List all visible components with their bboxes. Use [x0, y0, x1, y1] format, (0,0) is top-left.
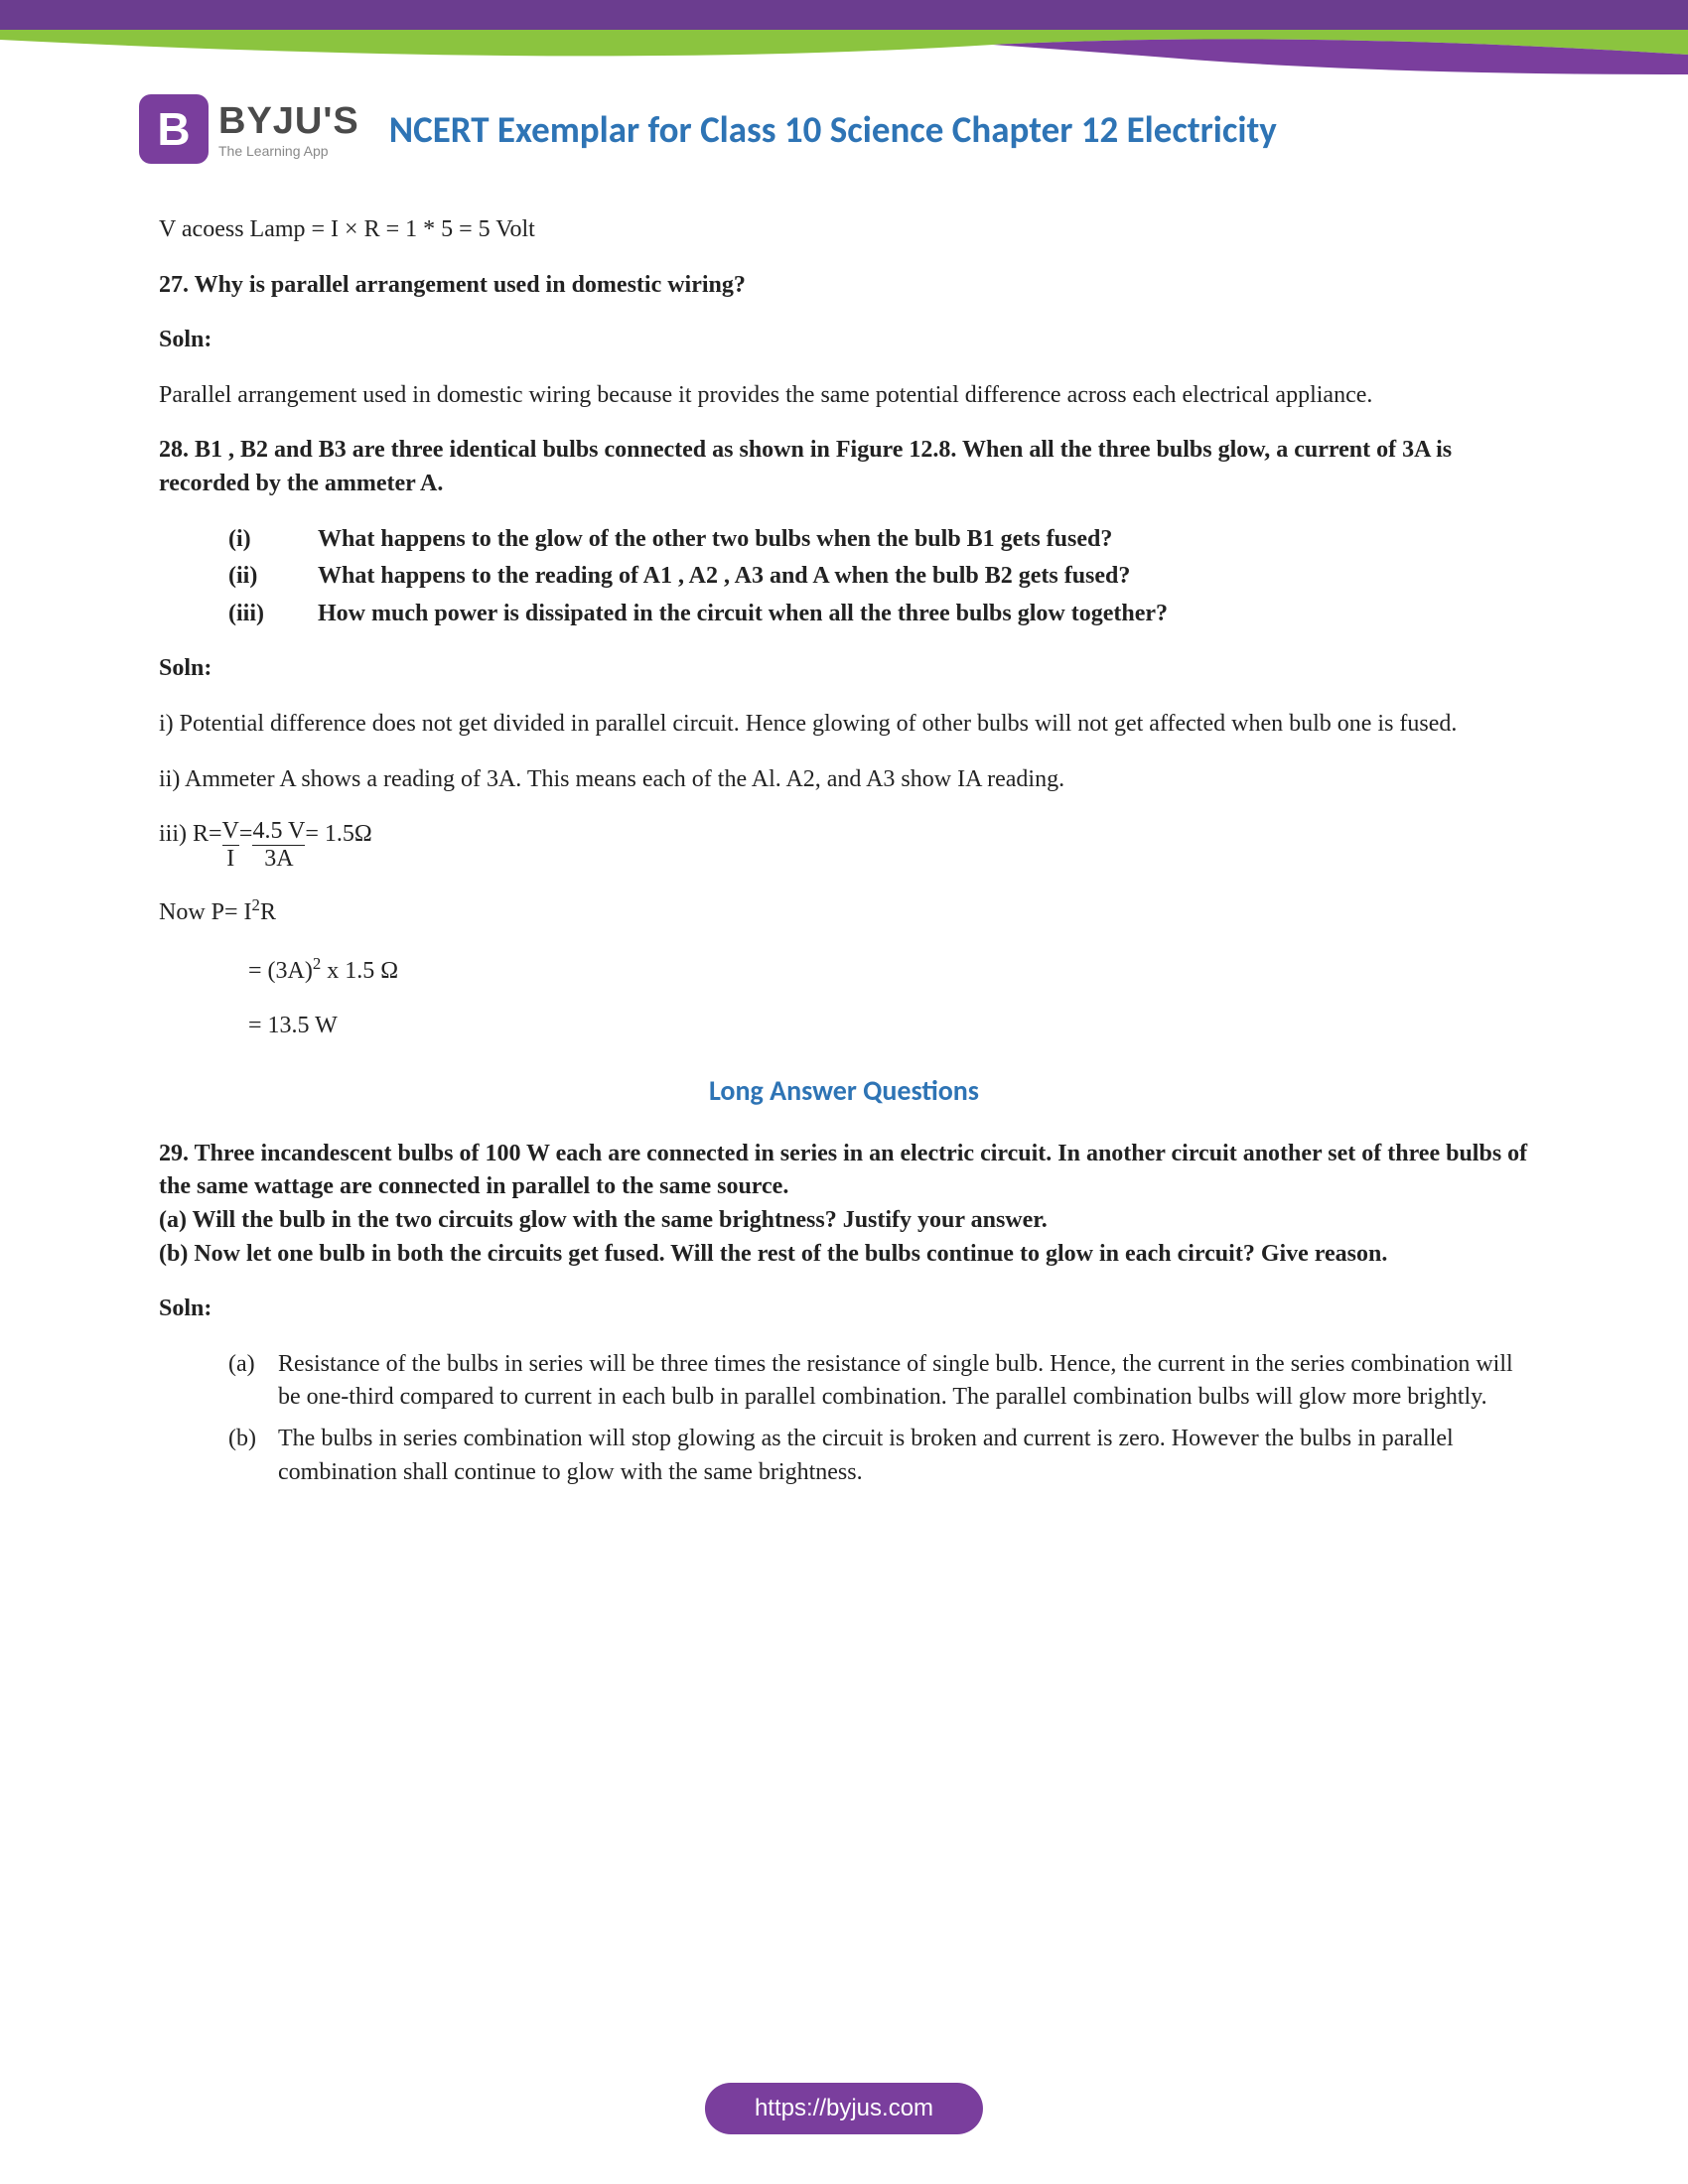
- power-eq-2: = (3A)2 x 1.5 Ω: [159, 952, 1529, 989]
- content: V acoess Lamp = I × R = 1 * 5 = 5 Volt 2…: [0, 174, 1688, 1489]
- p-label: Now P= I: [159, 899, 252, 925]
- q28-ii-num: (ii): [228, 560, 318, 594]
- p2b: 2: [313, 954, 321, 973]
- soln-label-29: Soln:: [159, 1293, 1529, 1326]
- p-sup: 2: [252, 895, 260, 914]
- answer-27: Parallel arrangement used in domestic wi…: [159, 379, 1529, 413]
- frac-bot-2: 3A: [264, 846, 293, 872]
- logo: B BYJU'S The Learning App: [139, 94, 359, 164]
- answer-28-i: i) Potential difference does not get div…: [159, 708, 1529, 742]
- question-29: 29. Three incandescent bulbs of 100 W ea…: [159, 1138, 1529, 1271]
- top-purple-bar: [0, 0, 1688, 30]
- wave-decoration: [0, 30, 1688, 74]
- eq-mid-1: =: [239, 818, 253, 852]
- p2a: = (3A): [248, 958, 313, 984]
- q28-ii-text: What happens to the reading of A1 , A2 ,…: [318, 560, 1130, 594]
- logo-sub: The Learning App: [218, 143, 359, 159]
- question-27: 27. Why is parallel arrangement used in …: [159, 269, 1529, 303]
- frac-top-1: V: [222, 818, 239, 845]
- eq-tail: = 1.5Ω: [305, 818, 371, 852]
- soln-label-28: Soln:: [159, 652, 1529, 686]
- answer-28-iii-eq: iii) R= V I = 4.5 V 3A = 1.5Ω: [159, 818, 1529, 872]
- a29-b-num: (b): [228, 1423, 278, 1489]
- q28-i-text: What happens to the glow of the other tw…: [318, 523, 1112, 557]
- frac-bot-1: I: [226, 846, 234, 872]
- header: B BYJU'S The Learning App NCERT Exemplar…: [0, 74, 1688, 174]
- eq-prefix: iii) R=: [159, 818, 222, 852]
- answer-29: (a) Resistance of the bulbs in series wi…: [159, 1348, 1529, 1489]
- soln-label: Soln:: [159, 324, 1529, 357]
- page-title: NCERT Exemplar for Class 10 Science Chap…: [389, 107, 1277, 152]
- equation-line: V acoess Lamp = I × R = 1 * 5 = 5 Volt: [159, 213, 1529, 247]
- a29-b-text: The bulbs in series combination will sto…: [278, 1423, 1529, 1489]
- section-heading: Long Answer Questions: [159, 1071, 1529, 1110]
- footer-url[interactable]: https://byjus.com: [705, 2083, 983, 2134]
- q28-i-num: (i): [228, 523, 318, 557]
- power-eq-1: Now P= I2R: [159, 893, 1529, 930]
- a29-a-num: (a): [228, 1348, 278, 1415]
- logo-text: BYJU'S The Learning App: [218, 100, 359, 159]
- question-28-intro: 28. B1 , B2 and B3 are three identical b…: [159, 434, 1529, 500]
- p-tail: R: [260, 899, 276, 925]
- question-28-parts: (i) What happens to the glow of the othe…: [159, 523, 1529, 631]
- power-eq-3: = 13.5 W: [159, 1010, 1529, 1043]
- frac-top-2: 4.5 V: [252, 818, 305, 845]
- q28-iii-num: (iii): [228, 598, 318, 631]
- logo-main: BYJU'S: [218, 100, 359, 143]
- q28-iii-text: How much power is dissipated in the circ…: [318, 598, 1168, 631]
- answer-28-ii: ii) Ammeter A shows a reading of 3A. Thi…: [159, 763, 1529, 797]
- a29-a-text: Resistance of the bulbs in series will b…: [278, 1348, 1529, 1415]
- logo-icon: B: [139, 94, 209, 164]
- p2c: x 1.5 Ω: [321, 958, 398, 984]
